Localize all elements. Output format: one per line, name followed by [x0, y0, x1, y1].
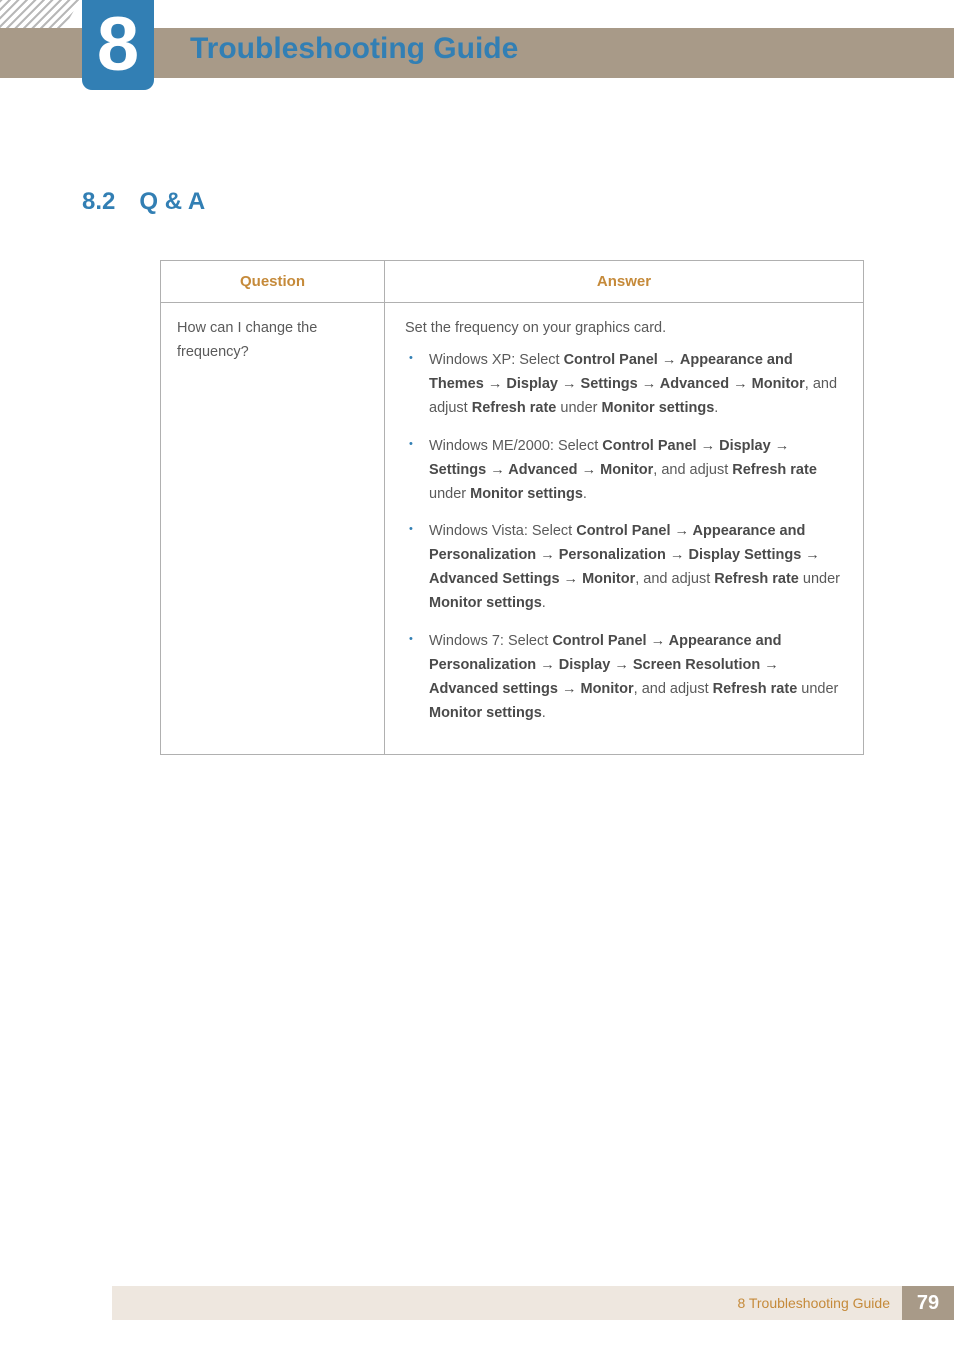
arrow-icon: → [670, 523, 692, 539]
table-row: How can I change the frequency? Set the … [161, 303, 864, 755]
list-item: Windows XP: Select Control Panel → Appea… [429, 349, 847, 421]
list-item: Windows ME/2000: Select Control Panel → … [429, 435, 847, 507]
arrow-icon: → [638, 376, 660, 392]
path-segment: Screen Resolution [633, 657, 760, 673]
table-header-row: Question Answer [161, 261, 864, 303]
question-header: Question [161, 261, 385, 303]
bold-term: Refresh rate [713, 681, 798, 697]
arrow-icon: → [760, 657, 779, 673]
answer-header: Answer [385, 261, 864, 303]
path-segment: Display Settings [688, 547, 801, 563]
answer-cell: Set the frequency on your graphics card.… [385, 303, 864, 755]
path-segment: Personalization [559, 547, 666, 563]
path-segment: Advanced settings [429, 681, 558, 697]
list-item: Windows Vista: Select Control Panel → Ap… [429, 520, 847, 616]
arrow-icon: → [536, 547, 559, 563]
arrow-icon: → [558, 681, 581, 697]
arrow-icon: → [610, 657, 633, 673]
path-segment: Advanced Settings [429, 571, 560, 587]
arrow-icon: → [729, 376, 752, 392]
path-segment: Display [559, 657, 611, 673]
path-segment: Advanced [660, 376, 729, 392]
question-cell: How can I change the frequency? [161, 303, 385, 755]
footer-text: 8 Troubleshooting Guide [737, 1295, 890, 1311]
list-item: Windows 7: Select Control Panel → Appear… [429, 630, 847, 726]
path-segment: Monitor [600, 462, 653, 478]
chapter-title: Troubleshooting Guide [190, 32, 518, 66]
path-segment: Monitor [752, 376, 805, 392]
arrow-icon: → [536, 657, 559, 673]
path-segment: Settings [581, 376, 638, 392]
corner-hatch-decoration [0, 0, 80, 28]
arrow-icon: → [771, 438, 790, 454]
path-segment: Monitor [582, 571, 635, 587]
section-number: 8.2 [82, 188, 115, 215]
footer-band: 8 Troubleshooting Guide 79 [112, 1286, 954, 1320]
arrow-icon: → [578, 462, 601, 478]
arrow-icon: → [558, 376, 581, 392]
bold-term: Monitor settings [602, 400, 715, 416]
path-segment: Monitor [580, 681, 633, 697]
bold-term: Refresh rate [732, 462, 817, 478]
arrow-icon: → [484, 376, 507, 392]
path-segment: Display [506, 376, 558, 392]
path-segment: Advanced [508, 462, 577, 478]
bold-term: Refresh rate [472, 400, 557, 416]
qa-table: Question Answer How can I change the fre… [160, 260, 864, 755]
bold-term: Refresh rate [714, 571, 799, 587]
arrow-icon: → [486, 462, 508, 478]
arrow-icon: → [801, 547, 820, 563]
answer-intro: Set the frequency on your graphics card. [405, 317, 847, 341]
path-segment: Control Panel [552, 633, 646, 649]
arrow-icon: → [658, 352, 680, 368]
path-segment: Control Panel [602, 438, 696, 454]
section-heading: 8.2 Q & A [82, 188, 205, 216]
path-segment: Display [719, 438, 771, 454]
bold-term: Monitor settings [429, 595, 542, 611]
arrow-icon: → [560, 571, 583, 587]
chapter-badge: 8 [82, 0, 154, 90]
arrow-icon: → [666, 547, 689, 563]
answer-list: Windows XP: Select Control Panel → Appea… [401, 349, 847, 726]
chapter-number: 8 [97, 7, 139, 83]
path-segment: Control Panel [564, 352, 658, 368]
path-segment: Settings [429, 462, 486, 478]
bold-term: Monitor settings [470, 486, 583, 502]
arrow-icon: → [647, 633, 669, 649]
section-title: Q & A [139, 188, 205, 215]
arrow-icon: → [697, 438, 720, 454]
footer-page-number: 79 [902, 1286, 954, 1320]
bold-term: Monitor settings [429, 705, 542, 721]
path-segment: Control Panel [576, 523, 670, 539]
